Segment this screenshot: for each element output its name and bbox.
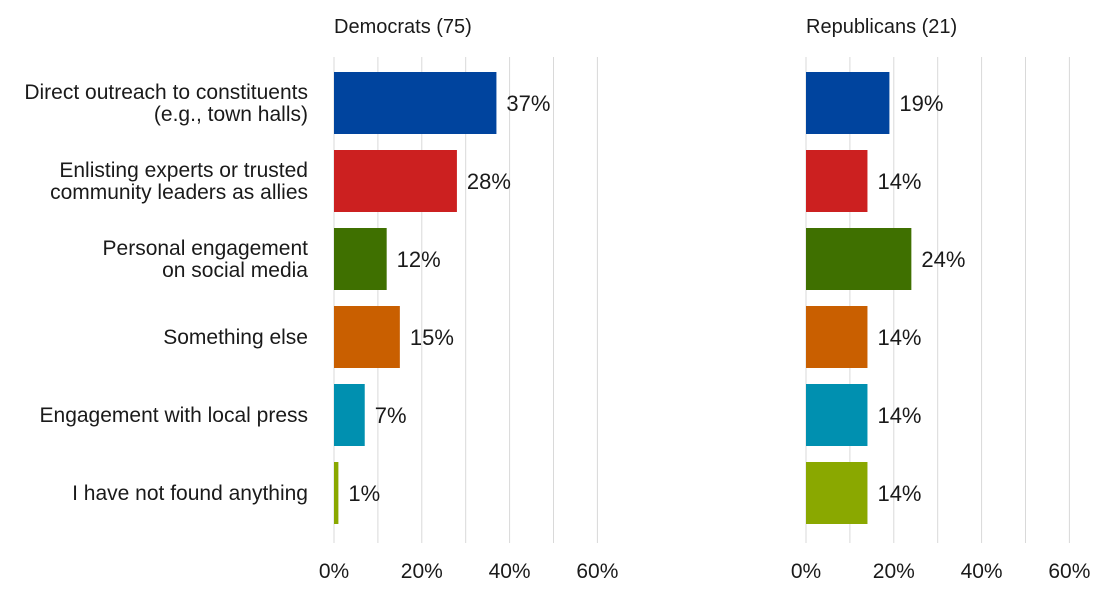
value-label: 24% — [921, 247, 965, 272]
category-label: Direct outreach to constituents — [24, 81, 308, 104]
x-tick-label: 40% — [961, 560, 1003, 583]
value-label: 14% — [877, 325, 921, 350]
category-label: on social media — [162, 259, 308, 282]
bar — [806, 150, 868, 212]
value-label: 37% — [506, 91, 550, 116]
category-label: Personal engagement — [103, 237, 309, 260]
bar — [806, 462, 868, 524]
bar — [806, 228, 912, 290]
bar — [334, 462, 339, 524]
x-tick-label: 60% — [576, 560, 618, 583]
category-label: Something else — [163, 326, 308, 349]
value-label: 28% — [467, 169, 511, 194]
panel-title: Democrats (75) — [334, 16, 472, 38]
x-tick-label: 0% — [791, 560, 821, 583]
x-tick-label: 0% — [319, 560, 349, 583]
bar — [334, 306, 400, 368]
bar — [334, 150, 457, 212]
bar — [334, 384, 365, 446]
x-tick-label: 20% — [873, 560, 915, 583]
value-label: 15% — [410, 325, 454, 350]
bar — [334, 228, 387, 290]
bar — [806, 72, 890, 134]
category-label: I have not found anything — [72, 482, 308, 505]
category-label: (e.g., town halls) — [154, 103, 308, 126]
bar — [806, 384, 868, 446]
category-label: community leaders as allies — [50, 181, 308, 204]
x-tick-label: 20% — [401, 560, 443, 583]
value-label: 19% — [899, 91, 943, 116]
category-label: Enlisting experts or trusted — [59, 159, 308, 182]
panel-title: Republicans (21) — [806, 16, 957, 38]
bar — [334, 72, 497, 134]
x-tick-label: 40% — [489, 560, 531, 583]
x-tick-label: 60% — [1048, 560, 1090, 583]
value-label: 1% — [348, 481, 380, 506]
bar — [806, 306, 868, 368]
value-label: 7% — [375, 403, 407, 428]
value-label: 14% — [877, 403, 921, 428]
value-label: 14% — [877, 481, 921, 506]
category-label: Engagement with local press — [40, 404, 308, 427]
value-label: 14% — [877, 169, 921, 194]
value-label: 12% — [397, 247, 441, 272]
